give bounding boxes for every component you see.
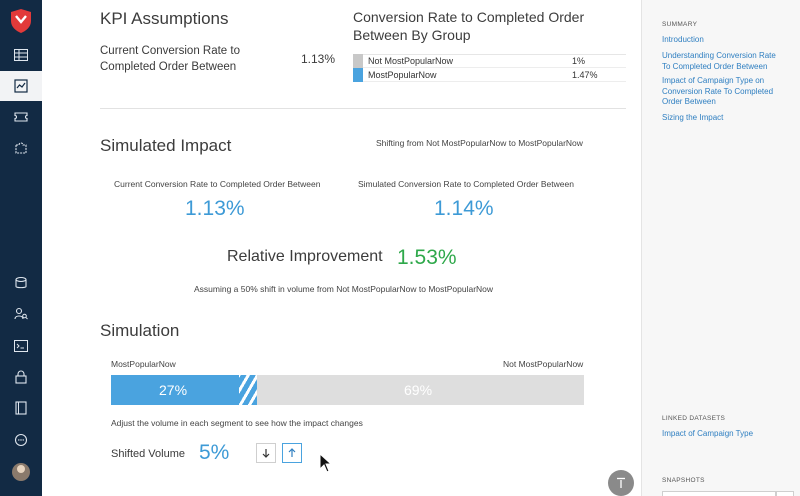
left-nav (0, 0, 42, 496)
snapshot-select[interactable] (662, 491, 776, 496)
lock-icon[interactable] (0, 362, 42, 392)
datasets-icon[interactable] (0, 268, 42, 298)
sim-left-label: MostPopularNow (111, 359, 176, 369)
segment-mostpopular[interactable] (111, 375, 239, 405)
section-divider (100, 108, 626, 109)
shifted-volume-label: Shifted Volume (111, 448, 185, 460)
shifted-volume-value: 5% (199, 441, 230, 464)
kpi-current-label: Current Conversion Rate to Completed Ord… (100, 45, 240, 73)
puzzle-icon[interactable] (0, 133, 42, 163)
simulation-title: Simulation (100, 321, 180, 340)
sim-right-label: Not MostPopularNow (503, 359, 584, 369)
main-content: KPI Assumptions Current Conversion Rate … (42, 0, 641, 496)
decrease-button[interactable] (256, 443, 276, 463)
impact-title: Simulated Impact (100, 136, 232, 155)
book-icon[interactable] (0, 393, 42, 423)
group-swatch (353, 67, 363, 82)
table-icon[interactable] (0, 40, 42, 70)
group-name: MostPopularNow (368, 69, 437, 80)
linked-dataset-link[interactable]: Impact of Campaign Type (662, 429, 754, 438)
group-title: Conversion Rate to Completed Order Betwe… (353, 9, 585, 43)
snapshots-heading: SNAPSHOTS (662, 477, 705, 484)
shift-note: Shifting from Not MostPopularNow to Most… (376, 138, 583, 148)
group-value: 1.47% (572, 69, 598, 80)
logo-icon[interactable] (9, 9, 33, 33)
relative-label: Relative Improvement (227, 248, 383, 265)
report-icon[interactable] (0, 71, 42, 101)
arrow-down-icon (262, 449, 270, 458)
simulation-bar: 27% 69% (111, 375, 584, 405)
terminal-icon[interactable] (0, 331, 42, 361)
chat-icon[interactable] (0, 425, 42, 455)
group-row: MostPopularNow 1.47% (353, 67, 626, 82)
group-value: 1% (572, 56, 586, 66)
right-sidebar: SUMMARY Introduction Understanding Conve… (641, 0, 800, 496)
linked-datasets-heading: LINKED DATASETS (662, 415, 726, 422)
snapshot-button[interactable] (776, 491, 794, 496)
impact-current-value: 1.13% (185, 197, 245, 220)
impact-current-label: Current Conversion Rate to Completed Ord… (114, 179, 321, 189)
increase-button[interactable] (282, 443, 302, 463)
group-name: Not MostPopularNow (368, 56, 454, 66)
impact-simulated-value: 1.14% (434, 197, 494, 220)
group-table: Not MostPopularNow 1% MostPopularNow 1.4… (353, 54, 626, 82)
arrow-up-icon (288, 448, 296, 457)
summary-link-impact[interactable]: Impact of Campaign Type on Conversion Ra… (662, 76, 774, 106)
summary-link-sizing[interactable]: Sizing the Impact (662, 113, 724, 122)
assumption-text: Assuming a 50% shift in volume from Not … (194, 284, 494, 294)
scroll-top-icon (617, 477, 625, 488)
group-row: Not MostPopularNow 1% (353, 54, 626, 68)
summary-link-introduction[interactable]: Introduction (662, 35, 704, 44)
people-search-icon[interactable] (0, 299, 42, 329)
impact-simulated-label: Simulated Conversion Rate to Completed O… (358, 179, 574, 189)
ticket-icon[interactable] (0, 102, 42, 132)
avatar[interactable] (12, 463, 30, 481)
relative-value: 1.53% (397, 246, 457, 269)
mouse-cursor-icon (319, 452, 333, 478)
group-swatch (353, 54, 363, 68)
summary-heading: SUMMARY (662, 21, 698, 28)
scroll-top-button[interactable] (608, 470, 634, 496)
kpi-current-value: 1.13% (301, 52, 336, 66)
segment-right-pct: 69% (404, 382, 433, 398)
kpi-title: KPI Assumptions (100, 9, 229, 28)
summary-link-understanding[interactable]: Understanding Conversion Rate To Complet… (662, 51, 776, 71)
sim-hint: Adjust the volume in each segment to see… (111, 418, 363, 428)
shifted-segment-handle[interactable] (239, 375, 257, 405)
segment-left-pct: 27% (159, 382, 188, 398)
